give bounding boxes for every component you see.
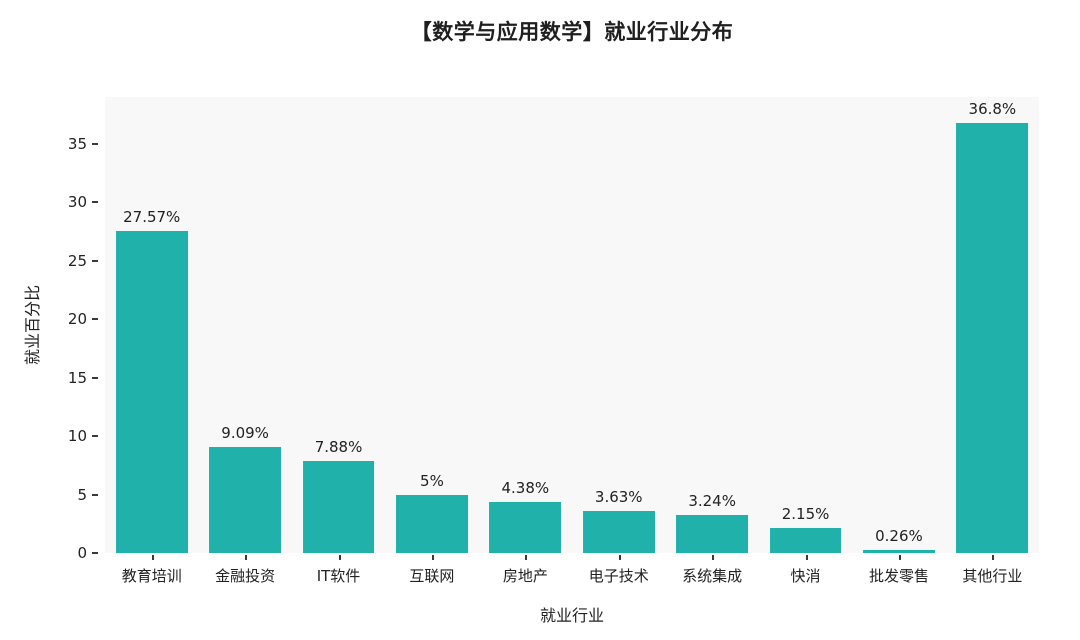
x-category-label: 批发零售: [868, 567, 929, 585]
x-tick-mark: [805, 555, 808, 560]
plot-area: 27.57% 教育培训 9.09% 金融投资 7.88% IT软件 5% 互联网 4.38% 房地…: [105, 97, 1039, 585]
x-axis-title: 就业行业: [539, 606, 604, 625]
y-tick-mark: [92, 493, 98, 496]
y-tick-mark: [92, 435, 98, 438]
bar-value-label: 7.88%: [314, 437, 363, 456]
x-category-label: IT软件: [316, 567, 361, 585]
bar-slot: 36.8% 其他行业: [946, 97, 1039, 585]
bar: [582, 510, 655, 553]
bar: [676, 515, 749, 553]
bar: [302, 460, 375, 553]
bar: [395, 494, 468, 553]
x-category-label: 快消: [790, 567, 821, 585]
y-tick-label: 0: [77, 544, 87, 562]
y-tick-label: 30: [67, 193, 87, 212]
y-tick-label: 20: [67, 310, 87, 329]
y-tick-mark: [92, 376, 98, 379]
bar: [115, 230, 188, 553]
y-tick-label: 5: [77, 485, 87, 504]
bar-slot: 9.09% 金融投资: [198, 97, 291, 585]
bar: [769, 527, 842, 553]
x-tick-mark: [898, 555, 901, 560]
bar-slot: 5% 互联网: [385, 97, 478, 585]
bar-value-label: 9.09%: [221, 423, 269, 442]
x-category-label: 金融投资: [215, 567, 276, 585]
y-tick-label: 10: [67, 427, 87, 446]
bar-value-label: 27.57%: [123, 207, 181, 226]
x-category-label: 互联网: [409, 567, 455, 585]
y-tick-label: 15: [67, 368, 87, 387]
x-tick-mark: [525, 555, 528, 560]
x-tick-mark: [992, 555, 995, 560]
x-category-label: 房地产: [502, 567, 548, 585]
bar-value-label: 3.63%: [594, 487, 643, 506]
bar-slot: 7.88% IT软件: [292, 97, 385, 585]
y-tick-mark: [92, 552, 98, 554]
y-tick-label: 25: [67, 251, 87, 270]
bar-slot: 27.57% 教育培训: [105, 97, 198, 585]
x-tick-mark: [245, 555, 248, 560]
x-tick-mark: [338, 555, 341, 560]
x-category-label: 教育培训: [121, 567, 182, 585]
y-tick-mark: [92, 259, 98, 262]
bar-slot: 3.24% 系统集成: [665, 97, 758, 585]
bar-value-label: 3.24%: [688, 492, 736, 511]
bar-slot: 4.38% 房地产: [479, 97, 572, 585]
y-tick-mark: [92, 142, 98, 145]
bar-slot: 0.26% 批发零售: [852, 97, 945, 585]
bar: [862, 549, 935, 553]
y-tick-mark: [92, 201, 98, 204]
bar: [209, 446, 282, 553]
bar-value-label: 2.15%: [781, 504, 830, 523]
x-tick-mark: [151, 555, 154, 560]
bar-value-label: 4.38%: [501, 478, 550, 497]
bar-value-label: 36.8%: [968, 99, 1017, 118]
x-tick-mark: [712, 555, 715, 560]
bar-value-label: 0.26%: [875, 526, 923, 545]
bar-value-label: 5%: [420, 471, 444, 490]
x-tick-mark: [618, 555, 621, 560]
x-category-label: 其他行业: [962, 567, 1023, 585]
chart-title: 【数学与应用数学】就业行业分布: [410, 20, 734, 44]
y-tick-mark: [92, 318, 98, 321]
x-category-label: 系统集成: [682, 567, 743, 585]
y-axis-title: 就业百分比: [23, 284, 42, 366]
bar: [956, 122, 1029, 553]
y-tick-label: 35: [67, 134, 87, 153]
x-tick-mark: [431, 555, 434, 560]
bar-slot: 3.63% 电子技术: [572, 97, 665, 585]
bar-slot: 2.15% 快消: [759, 97, 852, 585]
bar: [489, 501, 562, 553]
x-category-label: 电子技术: [588, 567, 649, 585]
